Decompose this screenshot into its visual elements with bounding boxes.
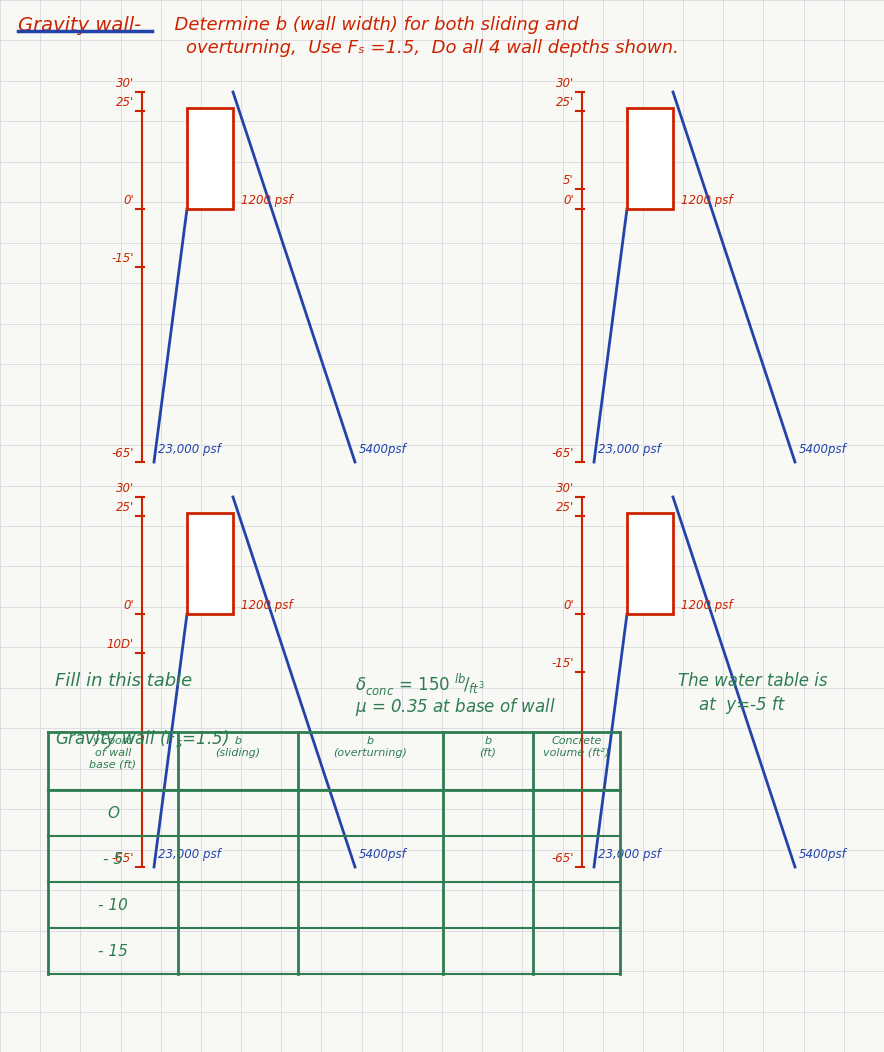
Text: 0': 0' [563,194,574,207]
Text: Gravity wall ($F_s$=1.5): Gravity wall ($F_s$=1.5) [55,728,229,750]
Text: 30': 30' [556,482,574,495]
Text: b
(ft): b (ft) [479,736,497,757]
Text: $\mu$ = 0.35 at base of wall: $\mu$ = 0.35 at base of wall [355,696,556,719]
Text: -65': -65' [552,447,574,460]
Text: 23,000 psf: 23,000 psf [598,443,660,456]
Text: 1200 psf: 1200 psf [241,195,293,207]
Text: The water table is: The water table is [678,672,827,690]
Text: 30': 30' [556,77,574,90]
Text: 5': 5' [563,175,574,187]
Bar [187,107,233,209]
Text: - 15: - 15 [98,944,128,958]
Text: b
(sliding): b (sliding) [216,736,261,757]
Text: 23,000 psf: 23,000 psf [158,443,221,456]
Text: Fill in this table: Fill in this table [55,672,192,690]
Text: 1200 psf: 1200 psf [241,600,293,612]
Text: 25': 25' [556,502,574,514]
Text: 5400psf: 5400psf [359,848,407,861]
Text: - 10: - 10 [98,897,128,912]
Text: 23,000 psf: 23,000 psf [158,848,221,861]
Text: 5400psf: 5400psf [799,848,847,861]
Text: 10D': 10D' [107,638,134,651]
Text: b
(overturning): b (overturning) [333,736,408,757]
Text: 30': 30' [116,482,134,495]
Text: 30': 30' [116,77,134,90]
Text: 25': 25' [116,97,134,109]
Text: -65': -65' [552,852,574,865]
Text: 23,000 psf: 23,000 psf [598,848,660,861]
Text: 25': 25' [116,502,134,514]
Bar [187,512,233,614]
Text: 1200 psf: 1200 psf [681,600,733,612]
Text: 0': 0' [123,599,134,612]
Text: 5400psf: 5400psf [799,443,847,456]
Text: -65': -65' [111,852,134,865]
Bar [627,512,673,614]
Text: 0': 0' [123,194,134,207]
Text: 5400psf: 5400psf [359,443,407,456]
Text: $\delta_{conc}^{}$ = 150 $^{lb}\!/_{ft^3}$: $\delta_{conc}^{}$ = 150 $^{lb}\!/_{ft^3… [355,672,485,699]
Text: overturning,  Use Fₛ =1.5,  Do all 4 wall depths shown.: overturning, Use Fₛ =1.5, Do all 4 wall … [163,39,679,57]
Text: -15': -15' [552,658,574,670]
Text: 0': 0' [563,599,574,612]
Text: 1200 psf: 1200 psf [681,195,733,207]
Text: - 5: - 5 [103,851,123,867]
Text: O: O [107,806,119,821]
Text: Determine b (wall width) for both sliding and: Determine b (wall width) for both slidin… [163,16,579,34]
Text: Concrete
volume (ft²): Concrete volume (ft²) [544,736,610,757]
Text: y coord
of wall
base (ft): y coord of wall base (ft) [89,736,136,769]
Text: Gravity wall-: Gravity wall- [18,16,141,35]
Text: -65': -65' [111,447,134,460]
Text: 25': 25' [556,97,574,109]
Bar [627,107,673,209]
Text: -15': -15' [111,252,134,265]
Text: at  y=-5 ft: at y=-5 ft [678,696,784,714]
